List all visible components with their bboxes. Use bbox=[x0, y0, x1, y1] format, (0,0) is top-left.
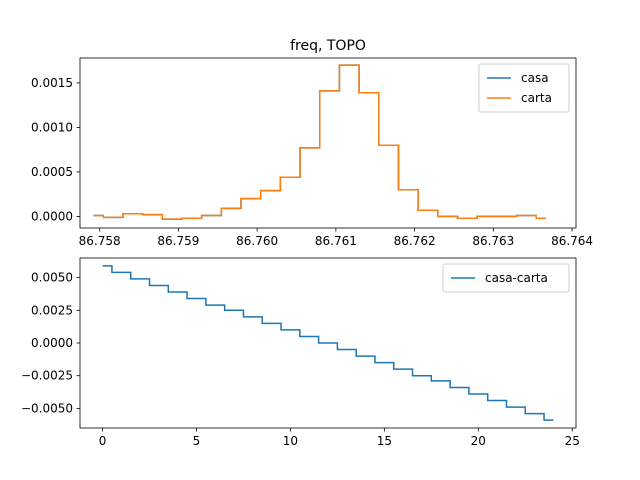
top-chart-x-tick-label: 86.763 bbox=[472, 234, 514, 248]
bottom-chart-x-tick-label: 5 bbox=[193, 434, 201, 448]
bottom-chart-x-tick-label: 10 bbox=[283, 434, 298, 448]
top-chart-legend: casa carta bbox=[478, 63, 570, 113]
bottom-chart-legend-label: casa-carta bbox=[485, 271, 548, 285]
top-chart-axes-frame bbox=[79, 57, 577, 229]
top-chart: freq, TOPO 86.758 86.759 86.760 86.761 86.76… bbox=[31, 38, 593, 248]
top-chart-y-tick-label: 0.0000 bbox=[31, 209, 73, 223]
top-chart-plot-area: 86.758 86.759 86.760 86.761 86.762 86.763 86.7… bbox=[31, 57, 593, 248]
bottom-chart-y-tick-label: 0.0025 bbox=[31, 303, 73, 317]
top-chart-y-tick-label: 0.0015 bbox=[31, 76, 73, 90]
top-chart-y-tick-label: 0.0005 bbox=[31, 165, 73, 179]
bottom-chart-y-tick-label: 0.0050 bbox=[31, 271, 73, 285]
top-chart-x-tick-label: 86.760 bbox=[236, 234, 278, 248]
top-chart-x-tick-label: 86.762 bbox=[394, 234, 436, 248]
bottom-chart-legend: casa-carta bbox=[442, 263, 570, 293]
bottom-chart: 0 5 10 15 20 25 0.0050 0.0025 0.0000 −0.0025 −0.00… bbox=[21, 257, 580, 448]
top-chart-x-tick-label: 86.759 bbox=[157, 234, 199, 248]
bottom-chart-series-casa-carta-line bbox=[102, 265, 554, 421]
top-chart-legend-label: casa bbox=[521, 71, 549, 85]
top-chart-series-carta-line bbox=[93, 64, 547, 220]
bottom-chart-y-tick-label: 0.0000 bbox=[31, 336, 73, 350]
top-chart-legend-label: carta bbox=[521, 91, 552, 105]
top-chart-title: freq, TOPO bbox=[290, 38, 366, 54]
bottom-chart-y-tick-label: −0.0025 bbox=[21, 369, 73, 383]
bottom-chart-x-tick-label: 15 bbox=[377, 434, 392, 448]
bottom-chart-x-tick-label: 25 bbox=[565, 434, 580, 448]
top-chart-y-tick-label: 0.0010 bbox=[31, 120, 73, 134]
top-chart-x-tick-label: 86.761 bbox=[315, 234, 357, 248]
bottom-chart-plot-area: 0 5 10 15 20 25 0.0050 0.0025 0.0000 −0.0025 −0.00… bbox=[21, 257, 580, 448]
top-chart-x-tick-label: 86.764 bbox=[551, 234, 593, 248]
top-chart-legend-box bbox=[478, 63, 570, 113]
top-chart-x-tick-label: 86.758 bbox=[79, 234, 121, 248]
bottom-chart-y-tick-label: −0.0050 bbox=[21, 401, 73, 415]
bottom-chart-legend-box bbox=[442, 263, 570, 293]
bottom-chart-x-tick-label: 0 bbox=[99, 434, 107, 448]
bottom-chart-x-tick-label: 20 bbox=[471, 434, 486, 448]
